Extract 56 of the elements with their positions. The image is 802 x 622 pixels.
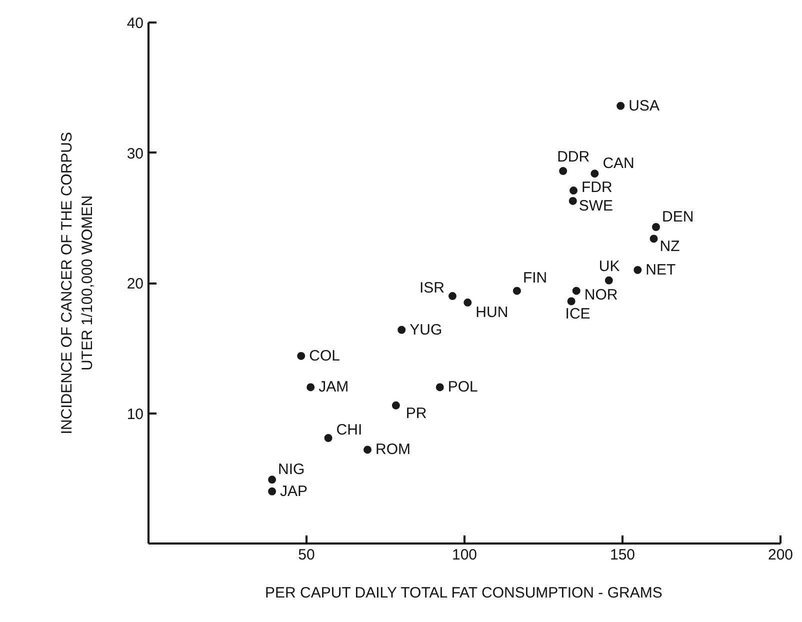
annotation: POL — [448, 378, 478, 396]
point — [570, 186, 578, 195]
annotation: CAN — [602, 155, 634, 172]
annotation: UK — [598, 258, 620, 275]
annotation: DEN — [662, 208, 694, 226]
point — [436, 383, 444, 392]
x-tick-label: 100 — [452, 546, 478, 564]
annotation: FIN — [522, 269, 548, 286]
annotation: ICE — [565, 306, 590, 323]
annotation: HUN — [476, 304, 508, 322]
y-tick-label: 30 — [126, 145, 144, 162]
point — [650, 234, 658, 243]
point — [604, 276, 613, 284]
point — [634, 266, 642, 274]
point — [616, 102, 625, 110]
point — [590, 170, 599, 178]
annotation: DDR — [557, 148, 590, 166]
point — [268, 487, 276, 496]
point — [464, 298, 472, 307]
point — [398, 326, 406, 334]
point — [568, 196, 577, 205]
point — [363, 446, 372, 454]
y-axis-title: INCIDENCE OF CANCER OF THE CORPUS UTER 1/100,000 WOMEN — [58, 132, 96, 434]
annotation: PR — [406, 404, 427, 422]
point — [512, 286, 521, 295]
point — [324, 434, 332, 442]
x-tick-label: 50 — [298, 546, 315, 564]
point — [559, 166, 568, 175]
annotation: NOR — [584, 286, 618, 304]
point — [448, 292, 456, 300]
point — [268, 476, 276, 484]
annotation: YUG — [410, 321, 442, 338]
point — [567, 297, 576, 306]
y-tick-label: 20 — [126, 276, 144, 292]
annotation: ISR — [419, 280, 445, 297]
annotation: SWE — [578, 197, 614, 214]
annotation: FDR — [582, 179, 613, 196]
annotation: ROM — [375, 441, 410, 458]
x-axis-title: PER CAPUT DAILY TOTAL FAT CONSUMPTION - GRAMS — [265, 584, 662, 602]
y-tick-label: 10 — [126, 406, 144, 423]
annotation: NIG — [278, 461, 305, 478]
annotation: COL — [309, 347, 340, 364]
annotation: JAP — [280, 482, 308, 500]
point — [572, 286, 580, 295]
annotation: NET — [646, 261, 676, 278]
annotation: NZ — [660, 238, 680, 256]
annotation: CHI — [336, 421, 362, 438]
annotation: USA — [628, 97, 660, 114]
point — [297, 352, 306, 360]
point — [392, 401, 400, 410]
point — [306, 383, 315, 392]
annotation: JAM — [318, 378, 349, 396]
y-tick-label: 40 — [126, 15, 144, 32]
x-tick-label: 150 — [610, 546, 636, 564]
point — [652, 223, 660, 231]
x-tick-label: 200 — [768, 546, 794, 564]
